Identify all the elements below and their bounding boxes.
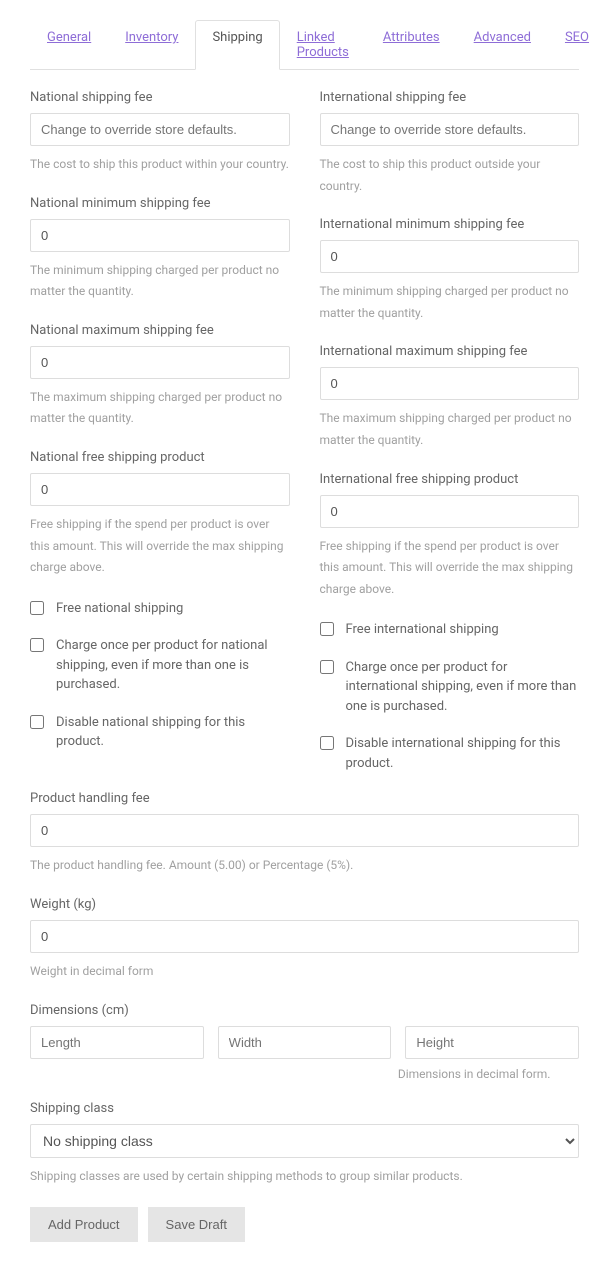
national-min-help: The minimum shipping charged per product… (30, 260, 290, 303)
national-disable-label: Disable national shipping for this produ… (56, 713, 290, 752)
add-product-button[interactable]: Add Product (30, 1207, 138, 1242)
international-disable-checkbox[interactable] (320, 736, 334, 750)
international-free-checkbox[interactable] (320, 622, 334, 636)
international-charge-once-checkbox[interactable] (320, 660, 334, 674)
dimensions-label: Dimensions (cm) (30, 1003, 579, 1018)
international-free-help: Free shipping if the spend per product i… (320, 536, 580, 601)
international-min-input[interactable] (320, 240, 580, 273)
national-free-input[interactable] (30, 473, 290, 506)
tab-linked-products[interactable]: Linked Products (280, 20, 366, 70)
tab-seo[interactable]: SEO (548, 20, 606, 70)
international-disable-label: Disable international shipping for this … (346, 734, 580, 773)
shipping-class-select[interactable]: No shipping class (30, 1124, 579, 1158)
national-free-checkbox-label: Free national shipping (56, 599, 183, 619)
national-free-label: National free shipping product (30, 450, 290, 465)
national-min-label: National minimum shipping fee (30, 196, 290, 211)
tab-shipping[interactable]: Shipping (195, 20, 279, 70)
national-free-help: Free shipping if the spend per product i… (30, 514, 290, 579)
national-charge-once-checkbox[interactable] (30, 638, 44, 652)
height-input[interactable] (405, 1026, 579, 1059)
length-input[interactable] (30, 1026, 204, 1059)
international-max-input[interactable] (320, 367, 580, 400)
handling-fee-help: The product handling fee. Amount (5.00) … (30, 855, 579, 877)
national-min-input[interactable] (30, 219, 290, 252)
international-free-label: International free shipping product (320, 472, 580, 487)
national-free-checkbox[interactable] (30, 601, 44, 615)
save-draft-button[interactable]: Save Draft (148, 1207, 245, 1242)
international-free-input[interactable] (320, 495, 580, 528)
international-fee-label: International shipping fee (320, 90, 580, 105)
national-max-label: National maximum shipping fee (30, 323, 290, 338)
tab-inventory[interactable]: Inventory (108, 20, 195, 70)
national-charge-once-label: Charge once per product for national shi… (56, 636, 290, 695)
tab-advanced[interactable]: Advanced (457, 20, 548, 70)
weight-label: Weight (kg) (30, 897, 579, 912)
international-min-help: The minimum shipping charged per product… (320, 281, 580, 324)
tab-attributes[interactable]: Attributes (366, 20, 457, 70)
shipping-class-label: Shipping class (30, 1101, 579, 1116)
national-max-input[interactable] (30, 346, 290, 379)
international-max-help: The maximum shipping charged per product… (320, 408, 580, 451)
national-disable-checkbox[interactable] (30, 715, 44, 729)
shipping-class-help: Shipping classes are used by certain shi… (30, 1166, 579, 1188)
weight-input[interactable] (30, 920, 579, 953)
international-fee-help: The cost to ship this product outside yo… (320, 154, 580, 197)
international-charge-once-label: Charge once per product for internationa… (346, 658, 580, 717)
handling-fee-input[interactable] (30, 814, 579, 847)
national-max-help: The maximum shipping charged per product… (30, 387, 290, 430)
international-max-label: International maximum shipping fee (320, 344, 580, 359)
national-fee-label: National shipping fee (30, 90, 290, 105)
tab-general[interactable]: General (30, 20, 108, 70)
national-fee-help: The cost to ship this product within you… (30, 154, 290, 176)
handling-fee-label: Product handling fee (30, 791, 579, 806)
tabs-nav: General Inventory Shipping Linked Produc… (30, 20, 579, 70)
weight-help: Weight in decimal form (30, 961, 579, 983)
international-fee-input[interactable] (320, 113, 580, 146)
international-free-checkbox-label: Free international shipping (346, 620, 499, 640)
national-fee-input[interactable] (30, 113, 290, 146)
international-min-label: International minimum shipping fee (320, 217, 580, 232)
width-input[interactable] (218, 1026, 392, 1059)
dimensions-help: Dimensions in decimal form. (30, 1067, 579, 1081)
